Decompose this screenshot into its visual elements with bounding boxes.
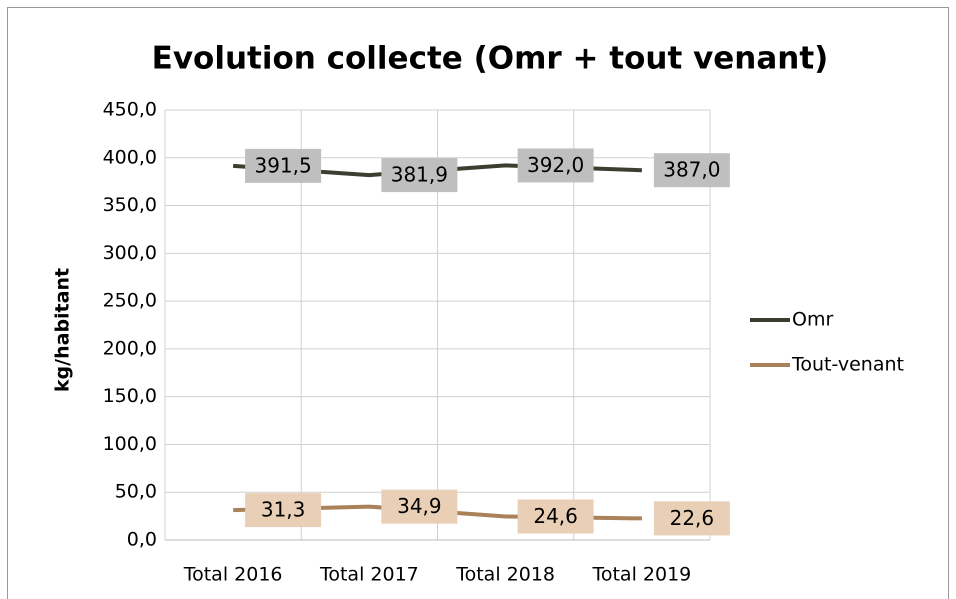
y-tick-label: 450,0 bbox=[103, 99, 157, 121]
chart-title: Evolution collecte (Omr + tout venant) bbox=[152, 41, 829, 77]
data-label: 387,0 bbox=[663, 158, 720, 182]
y-tick-label: 350,0 bbox=[103, 194, 157, 216]
y-tick-label: 0,0 bbox=[127, 529, 157, 551]
y-tick-label: 300,0 bbox=[103, 242, 157, 264]
data-label-box bbox=[653, 501, 730, 536]
data-label-box bbox=[653, 153, 730, 188]
x-tick-label: Total 2018 bbox=[455, 564, 555, 586]
y-tick-label: 200,0 bbox=[103, 337, 157, 359]
y-tick-label: 150,0 bbox=[103, 385, 157, 407]
data-label-box bbox=[517, 499, 594, 534]
data-label: 24,6 bbox=[533, 504, 578, 528]
y-axis-label: kg/habitant bbox=[52, 268, 74, 392]
data-label: 31,3 bbox=[261, 498, 306, 522]
y-tick-label: 400,0 bbox=[103, 146, 157, 168]
data-label: 22,6 bbox=[670, 506, 715, 530]
data-label: 34,9 bbox=[397, 494, 442, 518]
x-tick-label: Total 2019 bbox=[591, 564, 691, 586]
chart-border bbox=[7, 7, 949, 599]
y-tick-label: 250,0 bbox=[103, 290, 157, 312]
data-label: 392,0 bbox=[527, 153, 584, 177]
data-label-box bbox=[245, 148, 322, 183]
legend-label: Omr bbox=[792, 309, 833, 331]
y-tick-label: 50,0 bbox=[115, 481, 157, 503]
y-tick-label: 100,0 bbox=[103, 433, 157, 455]
data-label-box bbox=[517, 148, 594, 183]
data-label: 391,5 bbox=[254, 153, 311, 177]
x-tick-label: Total 2016 bbox=[183, 564, 283, 586]
data-label-box bbox=[245, 493, 322, 528]
data-label-box bbox=[381, 489, 458, 524]
legend-label: Tout-venant bbox=[791, 354, 904, 376]
data-label-box bbox=[381, 158, 458, 193]
data-label: 381,9 bbox=[391, 163, 448, 187]
x-tick-label: Total 2017 bbox=[319, 564, 419, 586]
